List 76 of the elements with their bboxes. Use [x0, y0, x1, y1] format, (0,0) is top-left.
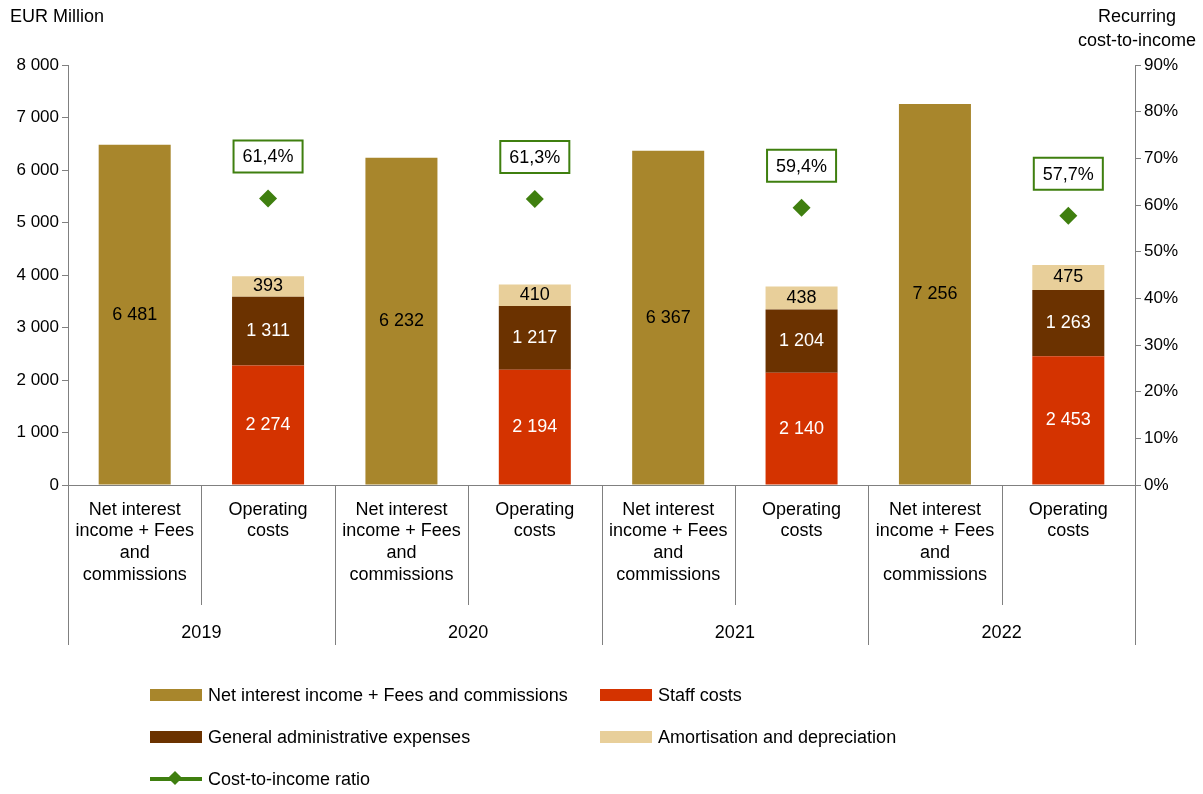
data-label: 2 194: [512, 416, 558, 437]
bar: [498, 284, 571, 306]
legend-label: Cost-to-income ratio: [208, 768, 371, 790]
y2-tick-label: 50%: [1144, 241, 1179, 261]
point: [792, 198, 811, 217]
y-tick-label: 6 000: [16, 159, 59, 179]
y-tick-label: 3 000: [16, 317, 59, 337]
data-label: 2 453: [1045, 409, 1091, 430]
data-label: 6 367: [645, 306, 691, 327]
legend-label: Staff costs: [658, 684, 742, 706]
point: [259, 189, 278, 208]
data-label: 1 217: [512, 326, 558, 347]
y-axis-title: EUR Million: [10, 5, 105, 26]
data-label: 410: [519, 284, 550, 305]
data-label: 61,4%: [242, 146, 294, 167]
data-label: 1 204: [779, 330, 825, 351]
data-label: 7 256: [912, 283, 958, 304]
data-label: 59,4%: [776, 155, 828, 176]
data-label: 475: [1053, 266, 1084, 287]
x-tick-label: Operating costs: [1028, 498, 1108, 541]
y-tick-label: 4 000: [16, 264, 59, 284]
y-tick-label: 5 000: [16, 212, 59, 232]
bar: [498, 305, 571, 370]
bar: [765, 309, 838, 373]
bar: [1032, 356, 1105, 485]
x-tick-label: Net interest income + Fees and commissions: [608, 498, 728, 584]
y2-tick-label: 40%: [1144, 288, 1179, 308]
legend-label: General administrative expenses: [208, 726, 471, 748]
data-label: 1 311: [246, 320, 290, 341]
bar: [765, 372, 838, 485]
y-tick-label: 0: [49, 474, 59, 494]
data-label: 2 140: [779, 417, 825, 438]
y-tick-label: 2 000: [16, 369, 59, 389]
data-label: 393: [253, 275, 284, 296]
y-tick-label: 7 000: [16, 107, 59, 127]
bar: [232, 296, 305, 366]
point: [1059, 206, 1078, 225]
bar: [232, 365, 305, 485]
y2-tick-label: 70%: [1144, 148, 1179, 168]
point: [525, 189, 544, 208]
data-label: 1 263: [1045, 312, 1091, 333]
y2-tick-label: 30%: [1144, 334, 1179, 354]
y-tick-label: 1 000: [16, 422, 59, 442]
text: 2019: [181, 621, 222, 642]
x-tick-label: Net interest income + Fees and commissions: [342, 498, 461, 584]
bar: [1032, 264, 1105, 290]
text: 2020: [448, 621, 489, 642]
bar: [365, 157, 438, 485]
y2-tick-label: 0%: [1144, 474, 1169, 494]
bar: [898, 104, 971, 485]
x-tick-label: Operating costs: [762, 498, 842, 541]
data-label: 6 232: [378, 310, 424, 331]
text: 2022: [981, 621, 1022, 642]
bar: [498, 369, 571, 485]
y-tick-label: 8 000: [16, 54, 59, 74]
legend-label: Amortisation and depreciation: [658, 726, 897, 748]
y2-tick-label: 20%: [1144, 381, 1179, 401]
x-tick-label: Operating costs: [495, 498, 575, 541]
y2-axis-title: Recurring cost-to-income: [1077, 5, 1196, 50]
bar: [632, 150, 705, 485]
y2-tick-label: 80%: [1144, 101, 1179, 121]
data-label: 61,3%: [509, 146, 561, 167]
x-tick-label: Operating costs: [228, 498, 308, 541]
bar: [98, 144, 171, 485]
y2-tick-label: 90%: [1144, 54, 1179, 74]
data-label: 6 481: [112, 303, 158, 324]
bar: [1032, 289, 1105, 357]
y2-tick-label: 10%: [1144, 428, 1179, 448]
data-label: 57,7%: [1042, 163, 1094, 184]
data-label: 2 274: [245, 414, 291, 435]
data-label: 438: [786, 286, 817, 307]
y2-tick-label: 60%: [1144, 194, 1179, 214]
x-tick-label: Net interest income + Fees and commissions: [75, 498, 194, 584]
text: 2021: [714, 621, 755, 642]
x-tick-label: Net interest income + Fees and commissions: [875, 498, 995, 584]
legend-label: Net interest income + Fees and commissions: [208, 684, 568, 706]
